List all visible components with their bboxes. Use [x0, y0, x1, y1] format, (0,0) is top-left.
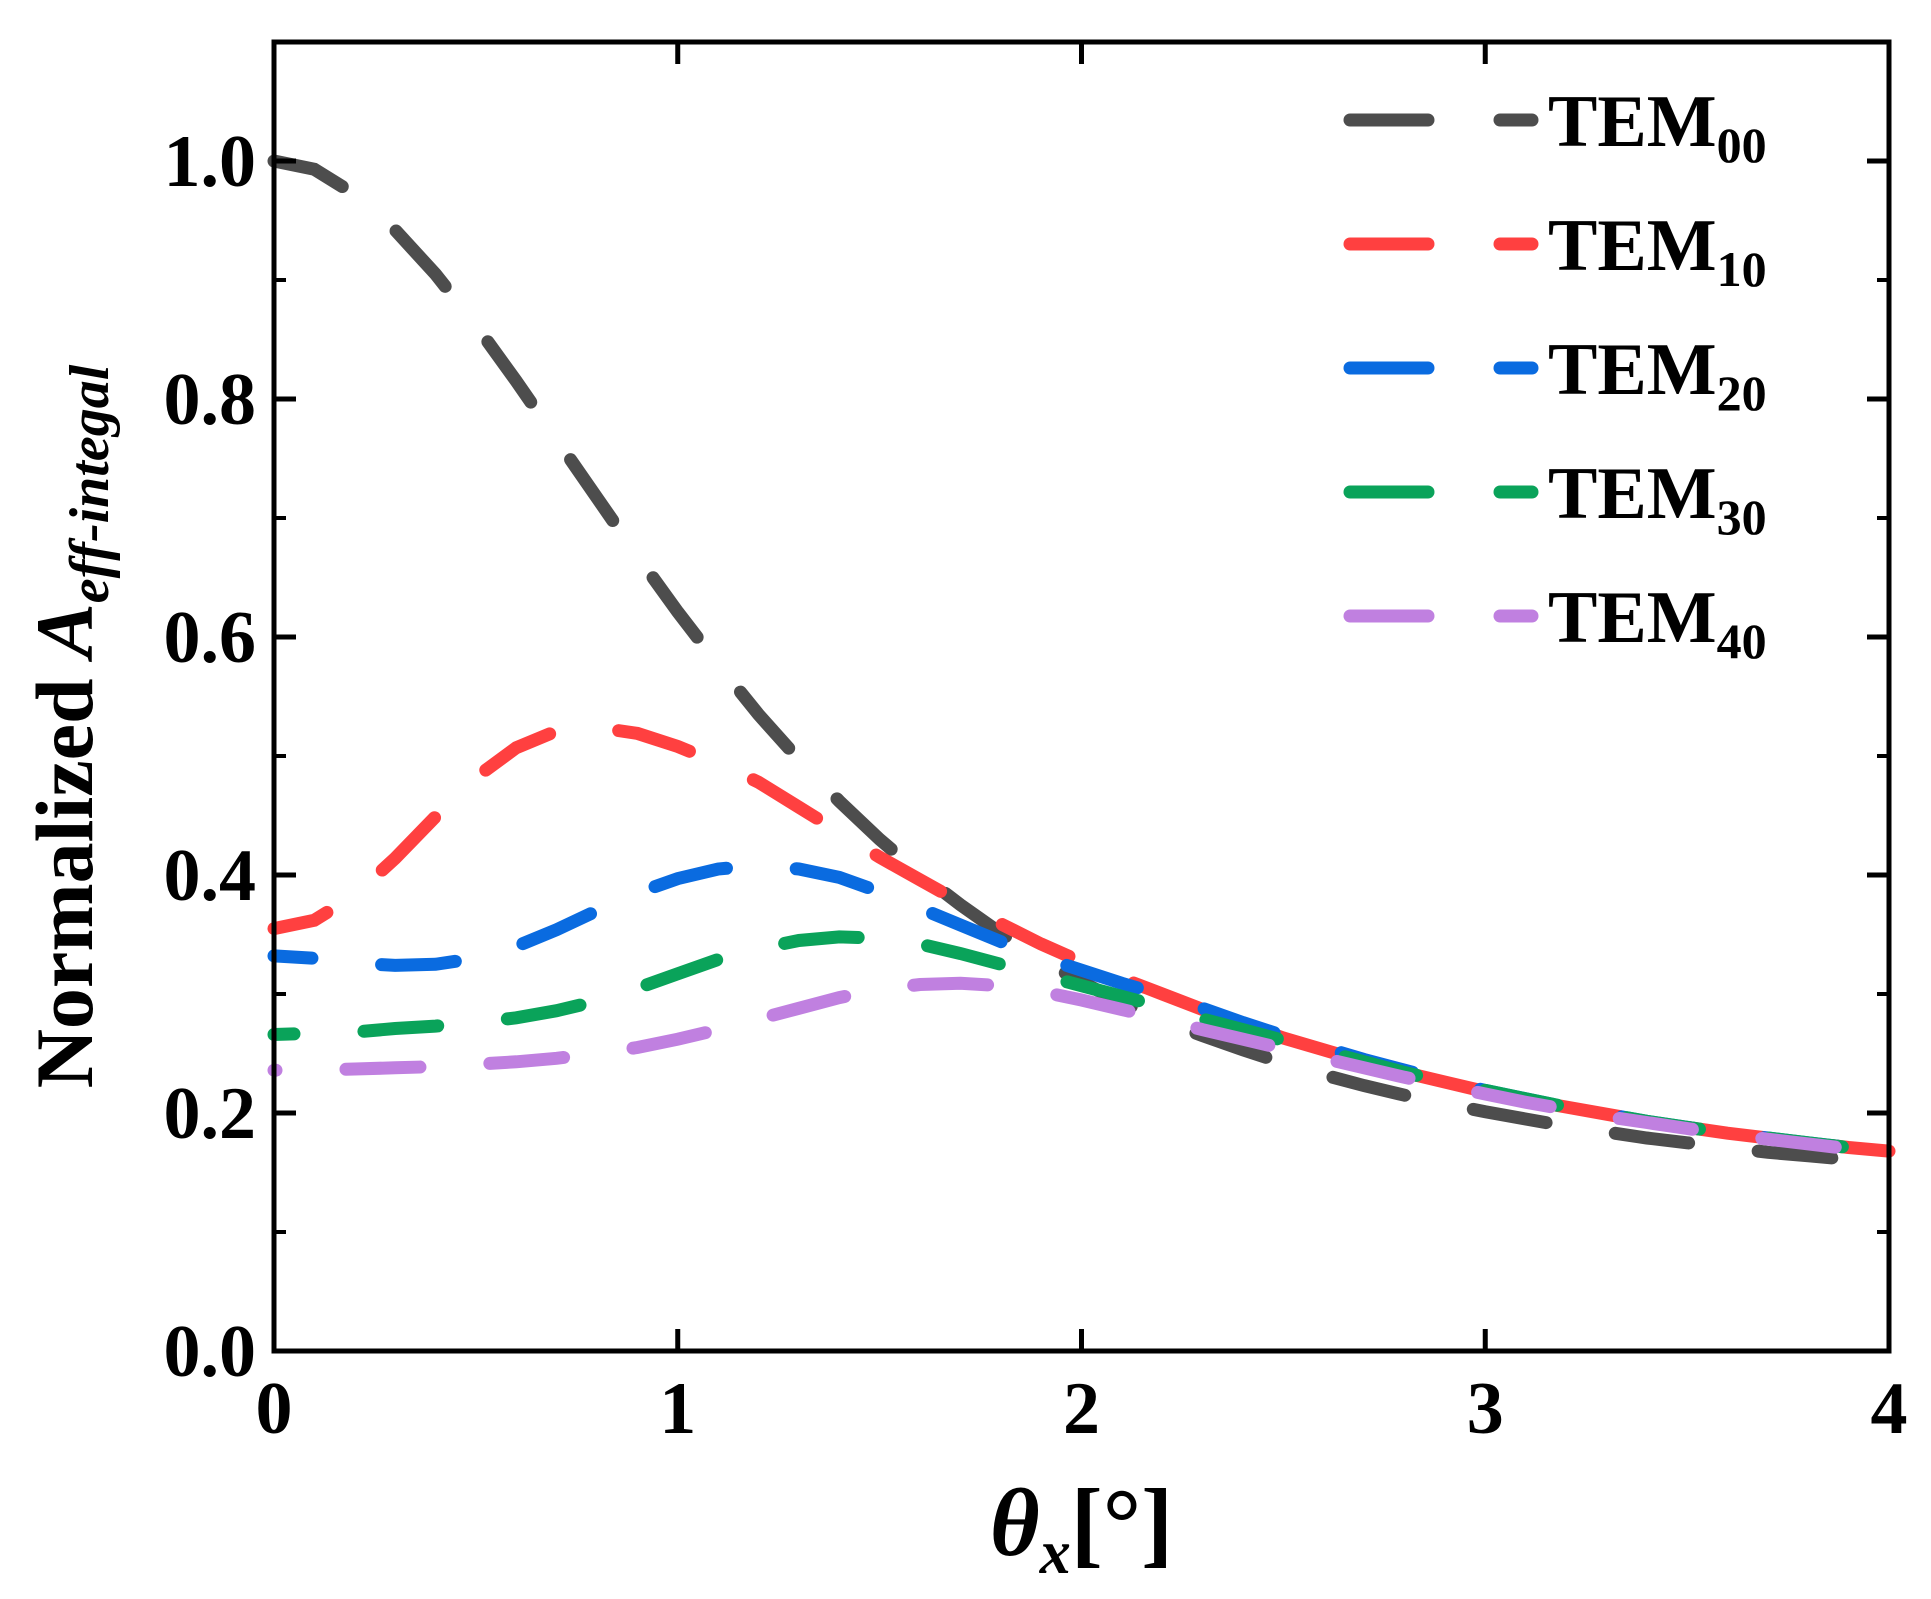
x-axis-title: θx[°]: [990, 1469, 1173, 1587]
series-line-tem20: [267, 858, 1896, 1158]
y-tick-label: 1.0: [164, 121, 257, 203]
x-axis-unit: [°]: [1071, 1469, 1173, 1576]
legend: TEM00 TEM10 TEM20 TEM30 TEM40: [1343, 81, 1767, 669]
y-axis-subscript: eff-integal: [59, 364, 121, 603]
x-axis-subscript: x: [1039, 1519, 1071, 1587]
x-tick-label: 1: [659, 1368, 696, 1450]
y-tick-label: 0.4: [164, 835, 257, 917]
legend-label-tem30: TEM30: [1548, 453, 1767, 545]
ticks-layer: 0 1 2 3 4 0.0 0.2 0.4 0.6 0.8 1.0: [164, 42, 1908, 1450]
series-layer: [267, 154, 1896, 1170]
y-axis-prefix: Normalized: [19, 658, 110, 1088]
y-tick-label: 0.0: [164, 1311, 257, 1393]
y-tick-label: 0.8: [164, 359, 257, 441]
y-axis-title: Normalized Aeff-integal: [19, 364, 121, 1088]
x-tick-label: 2: [1063, 1368, 1100, 1450]
x-tick-label: 3: [1467, 1368, 1504, 1450]
x-axis-symbol: θ: [990, 1469, 1040, 1576]
legend-label-tem00: TEM00: [1548, 81, 1767, 173]
x-tick-label: 4: [1871, 1368, 1908, 1450]
legend-label-tem40: TEM40: [1548, 577, 1767, 669]
series-line-tem10: [267, 720, 1896, 1158]
x-tick-label: 0: [256, 1368, 293, 1450]
y-tick-label: 0.6: [164, 597, 257, 679]
legend-label-tem10: TEM10: [1548, 205, 1767, 297]
y-tick-label: 0.2: [164, 1073, 257, 1155]
legend-label-tem20: TEM20: [1548, 329, 1767, 421]
series-line-tem30: [267, 930, 1896, 1158]
y-axis-symbol: A: [19, 603, 110, 663]
series-line-tem40: [267, 976, 1896, 1159]
